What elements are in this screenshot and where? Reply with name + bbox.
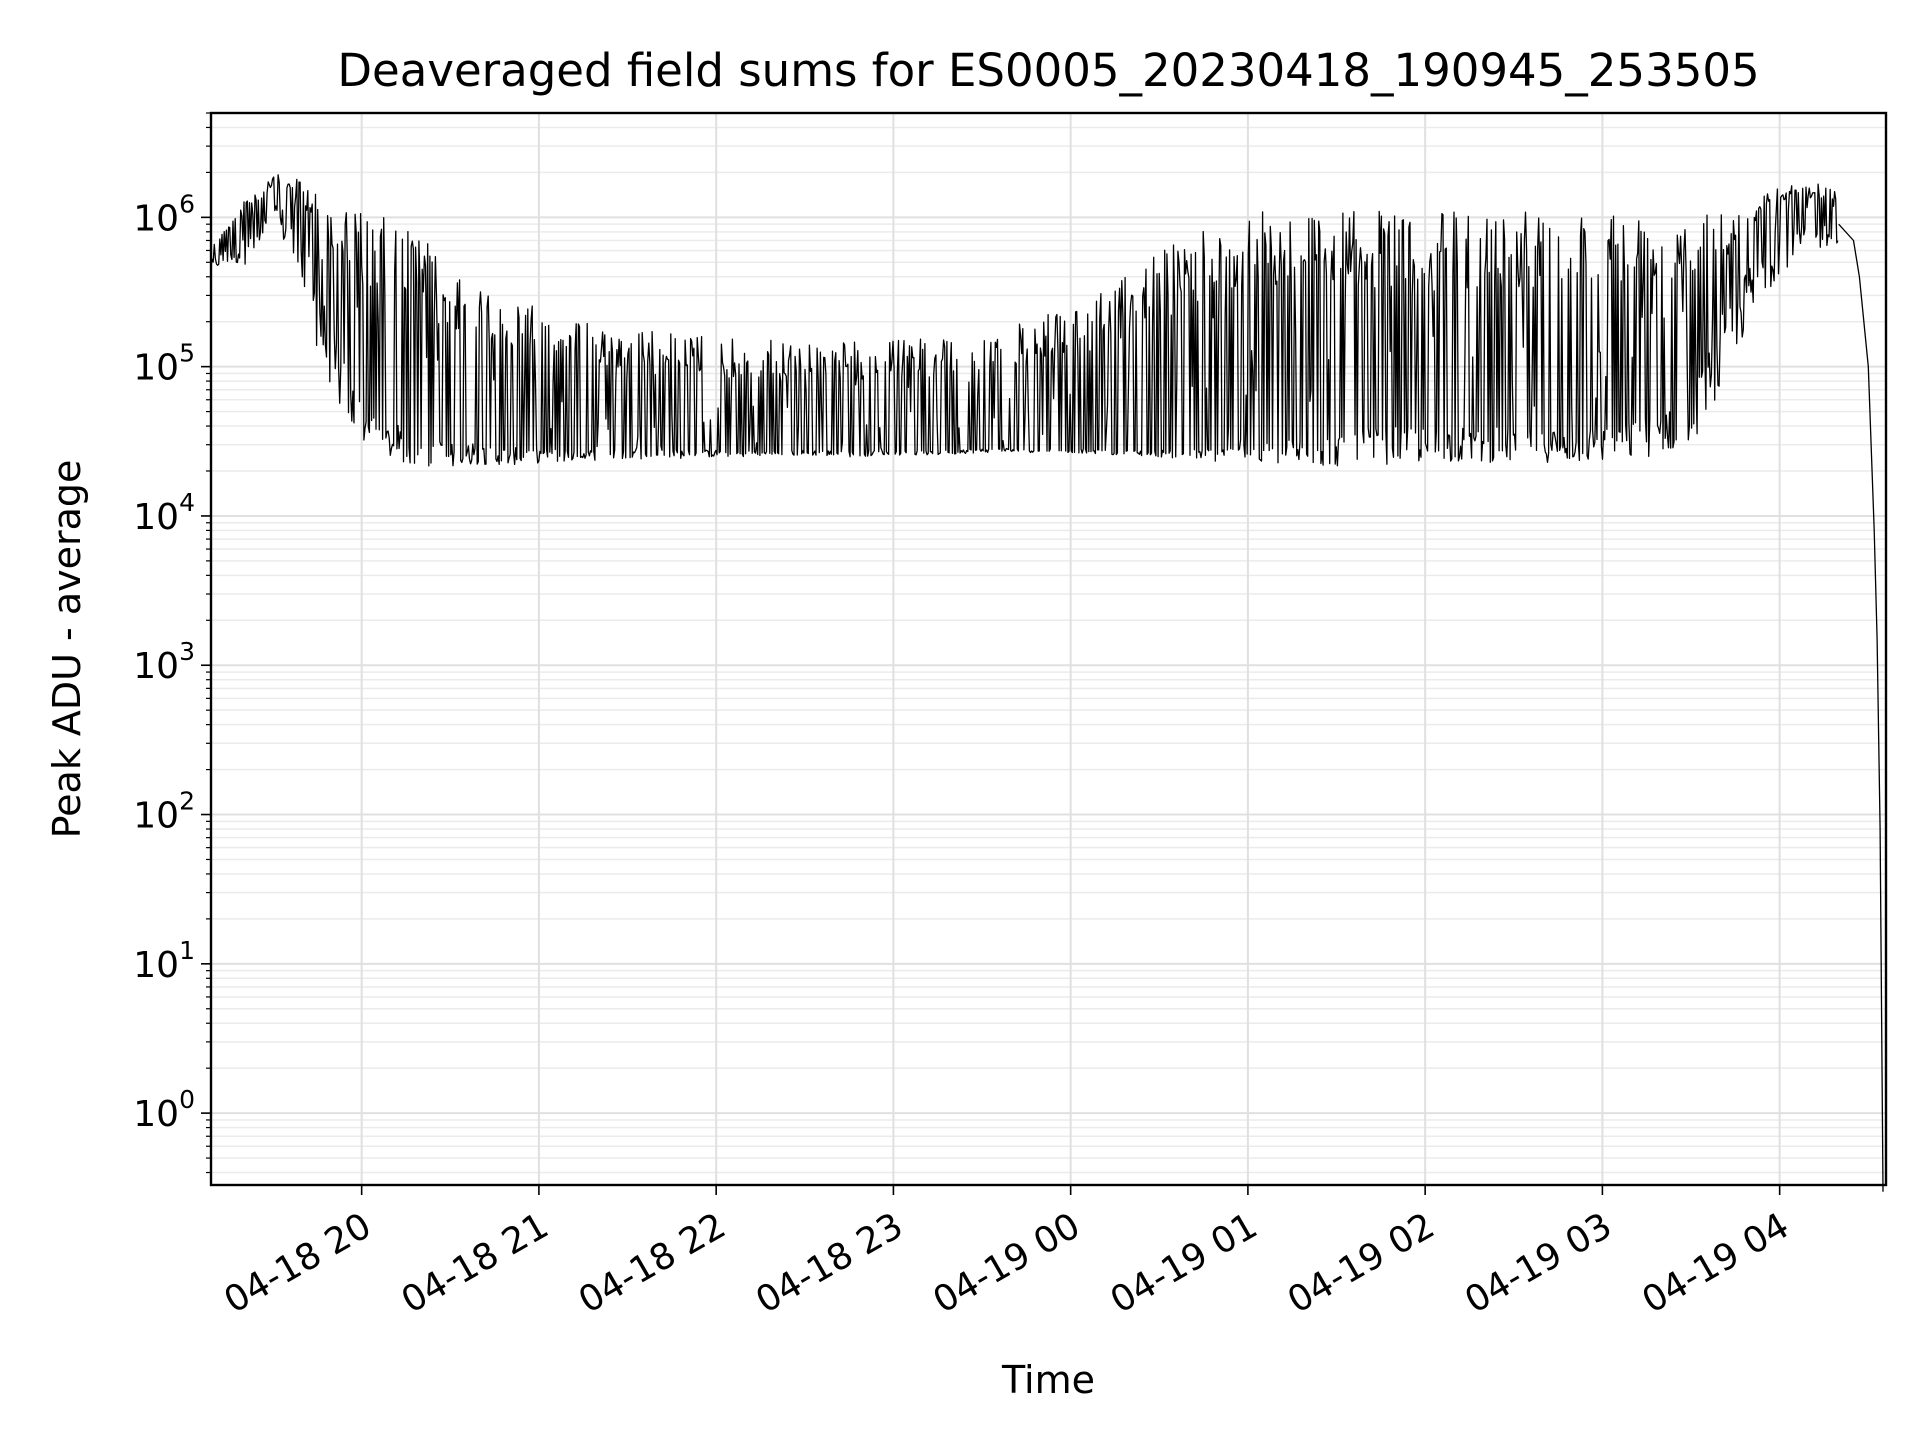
grid [211,112,1886,1185]
series-line-tail [1838,223,1884,1192]
y-tick-label: 100 [133,1085,195,1135]
series-line-dense [210,174,1839,467]
plot-frame [209,111,1888,1187]
data-series [210,174,1884,1192]
y-tick-label: 104 [133,488,195,538]
x-axis-label: Time [1001,1358,1095,1402]
y-tick-label: 106 [133,189,195,239]
y-tick-label: 105 [133,339,195,389]
y-tick-label: 101 [133,936,195,986]
y-tick-label: 102 [133,787,195,837]
y-tick-label: 103 [133,637,195,687]
chart-title: Deaveraged field sums for ES0005_2023041… [337,44,1759,97]
y-axis-label: Peak ADU - average [45,460,89,839]
